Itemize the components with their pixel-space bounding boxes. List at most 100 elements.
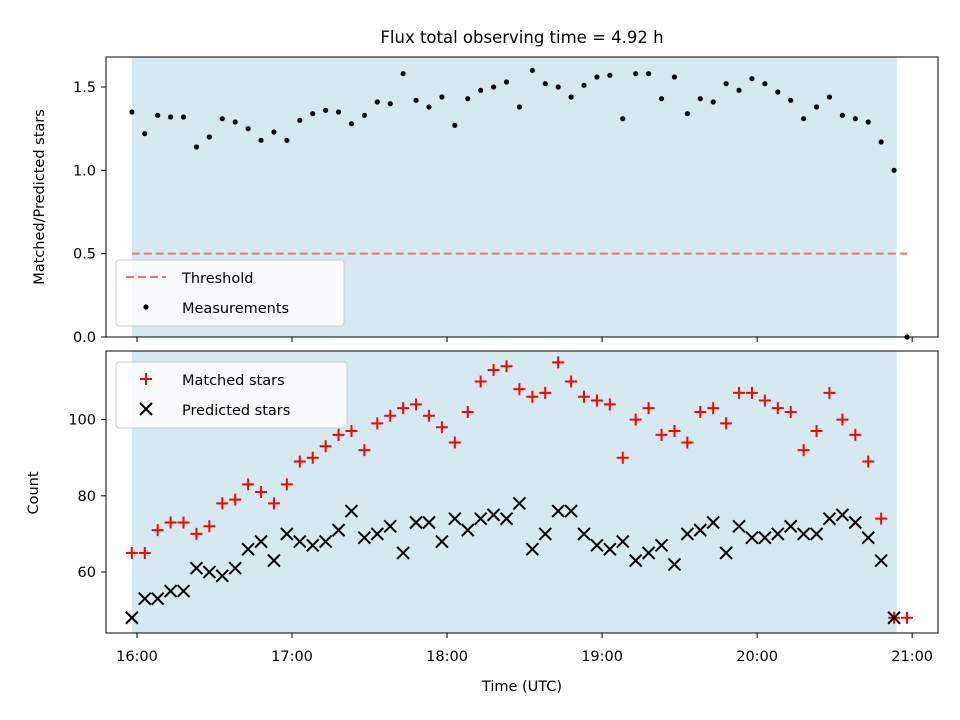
predicted-star-point [667,557,682,572]
predicted-star-point [254,534,268,549]
measurement-point [762,81,768,87]
matched-star-point [642,402,655,415]
predicted-star-point [499,511,514,526]
measurement-point [852,116,858,122]
matched-star-point [668,425,681,438]
predicted-star-point [758,531,772,545]
x-tick-label: 18:00 [426,649,468,665]
predicted-star-point [745,531,759,545]
matched-star-point [629,413,642,426]
predicted-star-point [370,527,385,541]
bottom-x-ticks: 16:00 17:00 18:00 19:00 20:00 21:00 [116,633,933,665]
predicted-star-point [538,527,552,541]
matched-star-point [616,451,629,464]
measurement-point [167,114,174,120]
matched-star-point [280,478,293,491]
matched-star-point [216,497,229,510]
measurement-point [387,101,393,107]
measurement-point [710,99,716,105]
matched-star-point [526,390,539,403]
matched-star-point [229,493,242,506]
matched-star-point [539,386,552,399]
matched-star-point [242,478,255,491]
matched-star-point [823,386,836,399]
measurement-point [839,112,845,118]
predicted-star-point [693,523,707,537]
measurement-point [826,94,833,100]
predicted-star-point [409,515,423,530]
legend-matched-swatch [140,373,152,385]
predicted-star-point [163,584,178,598]
y-tick-label: 100 [68,413,96,429]
measurement-point [516,104,523,110]
predicted-star-point [396,546,410,560]
y-tick-label: 0.5 [73,247,96,263]
measurement-point [813,104,820,110]
matched-star-point [849,428,862,441]
predicted-star-point [280,527,294,541]
predicted-star-point [318,534,333,549]
measurement-point [258,137,264,143]
predicted-star-point [331,523,346,537]
bottom-legend-box [115,361,348,429]
matched-star-point [138,546,151,559]
matched-star-point [151,524,164,537]
matched-star-point [422,409,435,422]
bottom-y-ticks: 60 80 100 [68,413,106,581]
y-tick-label: 80 [78,489,96,505]
predicted-star-point [796,527,811,541]
matched-star-point [707,402,720,415]
matched-star-point [397,402,410,415]
matched-star-point [332,428,345,441]
predicted-star-point [525,542,540,556]
predicted-star-point [486,508,501,522]
matched-star-point [500,360,513,373]
top-x-ticks [136,337,913,342]
measurement-point [323,107,329,113]
measurement-point [749,76,755,82]
predicted-star-point [719,546,733,560]
measurement-point [555,84,561,90]
matched-star-point [590,394,603,407]
predicted-star-point [822,511,837,526]
predicted-star-point [435,534,449,549]
predicted-star-point [215,569,229,583]
measurement-point [245,126,251,132]
matched-star-point [900,611,913,624]
predicted-star-point [887,611,901,625]
matched-star-point [745,386,758,399]
matched-star-point [474,375,487,388]
measurement-point [788,97,794,103]
measurement-point [465,96,471,102]
matched-star-point [720,417,733,430]
measurement-point [335,109,342,115]
measurement-point [400,71,406,77]
matched-star-point [410,398,423,411]
predicted-star-point [680,527,695,541]
matched-star-markers [125,356,913,624]
predicted-star-point [654,538,669,553]
measurement-point [633,71,639,77]
matched-star-point [293,455,306,468]
measurement-point [529,67,535,73]
measurement-point [775,89,781,95]
bottom-legend: Matched stars Predicted stars [115,361,348,429]
matched-star-point [784,405,797,418]
predicted-star-point [603,542,617,556]
matched-star-point [255,486,268,498]
legend-threshold-label: Threshold [181,271,253,287]
measurement-point [646,71,652,77]
legend-predicted-swatch [139,402,153,416]
measurement-point [542,81,548,87]
top-axes-frame [105,56,939,338]
matched-star-point [875,512,888,525]
legend-matched-label: Matched stars [182,373,285,389]
measurement-point [452,122,458,128]
predicted-star-point [293,534,307,549]
matched-star-point [177,516,190,529]
predicted-star-point [267,553,281,568]
matched-star-point [358,444,371,457]
measurement-point [697,96,703,102]
measurement-point [620,116,626,122]
matched-star-point [655,428,668,441]
